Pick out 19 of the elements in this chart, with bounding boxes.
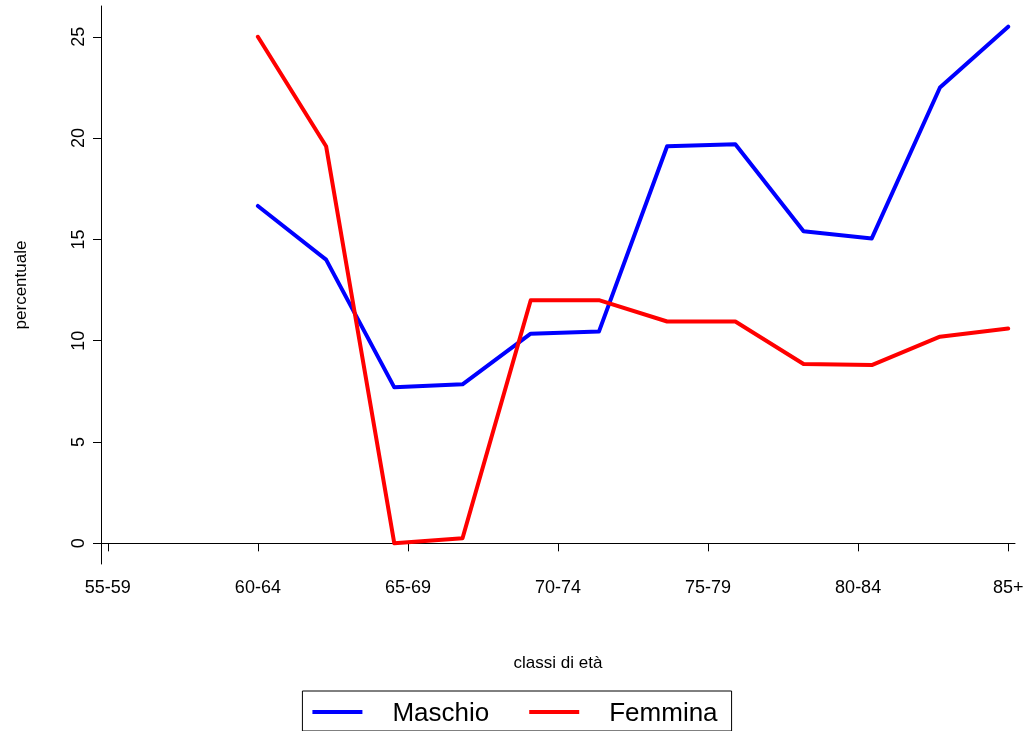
x-tick-label: 80-84 bbox=[835, 577, 882, 597]
x-tick-label: 65-69 bbox=[384, 577, 431, 597]
x-axis-title: classi di età bbox=[513, 653, 603, 672]
y-tick-label: 0 bbox=[68, 538, 88, 549]
y-tick-label: 25 bbox=[68, 26, 88, 47]
x-tick-label: 60-64 bbox=[234, 577, 281, 597]
x-tick-label: 70-74 bbox=[534, 577, 582, 597]
y-tick-label: 20 bbox=[68, 128, 88, 149]
x-tick-label: 75-79 bbox=[685, 577, 732, 597]
line-series bbox=[255, 34, 1011, 546]
x-tick-label: 85+ bbox=[992, 577, 1024, 597]
x-tick-label: 55-59 bbox=[84, 577, 131, 597]
legend-label: Maschio bbox=[392, 697, 490, 727]
y-tick-label: 5 bbox=[68, 437, 88, 448]
y-tick-label: 15 bbox=[68, 229, 88, 250]
legend-label: Femmina bbox=[609, 697, 719, 727]
y-axis-title: percentuale bbox=[11, 240, 30, 330]
line-series bbox=[255, 24, 1011, 390]
y-tick-label: 10 bbox=[68, 330, 88, 351]
